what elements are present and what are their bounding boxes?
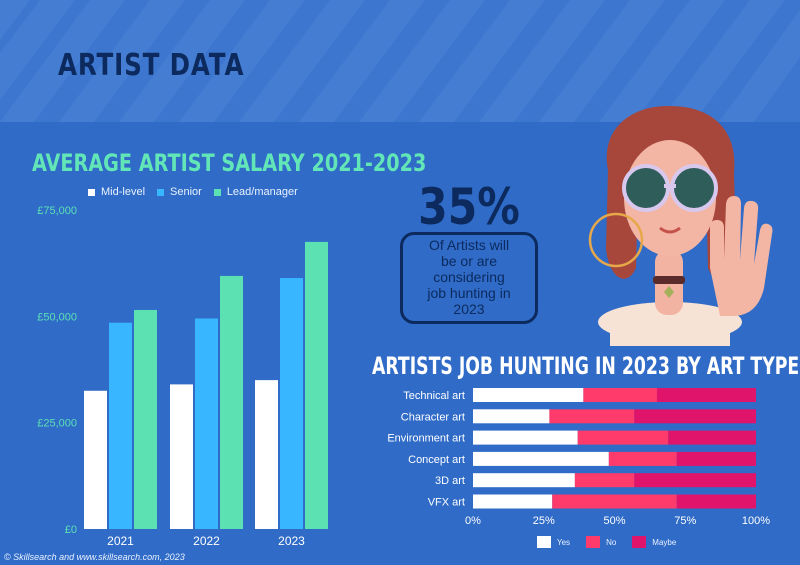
salary-bar-senior-2021 <box>109 322 132 529</box>
stack-segment-yes-concept-art <box>473 451 609 466</box>
legend-label-yes: Yes <box>557 537 571 547</box>
salary-chart-title: AVERAGE ARTIST SALARY 2021-2023 <box>32 149 427 177</box>
x-tick-label: 50% <box>603 515 625 527</box>
salary-bar-mid-level-2023 <box>255 380 278 529</box>
salary-bar-mid-level-2022 <box>170 384 193 529</box>
stack-segment-no-vfx-art <box>552 494 677 509</box>
legend-item-senior: Senior <box>157 186 202 198</box>
stat-value: 35% <box>418 178 520 236</box>
stack-segment-maybe-vfx-art <box>676 494 756 509</box>
portrait-shoulders <box>598 302 742 342</box>
y-tick-label: £50,000 <box>37 311 77 323</box>
job-hunting-stacked-bar-chart: Technical art Character art Environment ar… <box>387 388 770 527</box>
portrait-choker <box>653 276 685 284</box>
header-banner <box>0 0 800 122</box>
salary-bar-senior-2022 <box>195 318 218 529</box>
stack-segment-maybe-3d-art <box>634 473 756 488</box>
legend-label-mid-level: Mid-level <box>101 186 146 198</box>
salary-bar-lead-manager-2023 <box>305 241 328 529</box>
stack-segment-yes-environment-art <box>473 430 578 445</box>
salary-bar-mid-level-2021 <box>84 390 107 529</box>
category-label: VFX art <box>428 497 465 509</box>
x-tick-label: 25% <box>533 515 555 527</box>
stack-segment-maybe-character-art <box>634 409 756 424</box>
banner-stripes <box>0 0 800 122</box>
legend-label-senior: Senior <box>170 186 202 198</box>
portrait-right-lens <box>670 164 718 212</box>
y-tick-label: £25,000 <box>37 418 77 430</box>
stack-segment-no-3d-art <box>574 473 635 488</box>
x-tick-label: 2023 <box>278 534 305 548</box>
stack-segment-no-character-art <box>549 409 635 424</box>
legend-label-maybe: Maybe <box>652 537 677 547</box>
category-label: 3D art <box>435 475 465 487</box>
stack-segment-yes-vfx-art <box>473 494 553 509</box>
category-label: Environment art <box>387 433 465 445</box>
portrait-smile <box>659 226 681 234</box>
legend-swatch-yes <box>537 536 551 548</box>
stack-segment-no-technical-art <box>583 388 657 402</box>
legend-swatch-maybe <box>632 536 647 548</box>
salary-legend: Mid-level Senior Lead/manager <box>88 186 298 198</box>
legend-swatch-no <box>586 536 601 548</box>
category-label: Concept art <box>408 454 465 466</box>
salary-bar-lead-manager-2022 <box>220 275 243 529</box>
stack-segment-no-environment-art <box>577 430 669 445</box>
portrait-left-lens <box>622 164 670 212</box>
job-hunting-legend: Yes No Maybe <box>537 536 676 548</box>
x-tick-label: 2022 <box>193 534 220 548</box>
x-tick-label: 0% <box>465 515 481 527</box>
stat-callout: 35% Of Artists will be or are considerin… <box>400 180 538 324</box>
legend-label-no: No <box>606 537 617 547</box>
stat-line: 2023 <box>453 301 485 317</box>
salary-bar-chart: £0 £25,000 £50,000 £75,000 2021 2022 2023 <box>37 205 328 548</box>
x-tick-label: 75% <box>674 515 696 527</box>
category-label: Character art <box>401 411 465 423</box>
legend-item-lead-manager: Lead/manager <box>213 186 298 198</box>
stack-segment-yes-3d-art <box>473 473 575 488</box>
stat-line: considering <box>433 269 505 285</box>
legend-swatch-lead-manager <box>213 188 221 196</box>
page-title: ARTIST DATA <box>58 48 245 83</box>
stat-line: job hunting in <box>427 285 511 301</box>
portrait-earring <box>588 212 644 268</box>
portrait-raised-hand <box>710 196 773 316</box>
legend-item-no: No <box>586 536 616 548</box>
stat-box: Of Artists will be or are considering jo… <box>400 232 538 324</box>
portrait-fringe <box>622 127 720 162</box>
job-hunting-chart-title: ARTISTS JOB HUNTING IN 2023 BY ART TYPE <box>372 352 800 380</box>
category-label: Technical art <box>403 390 465 402</box>
stack-segment-maybe-environment-art <box>668 430 756 445</box>
stat-line: be or are <box>440 253 498 269</box>
x-tick-label: 2021 <box>107 534 134 548</box>
stack-segment-maybe-concept-art <box>676 451 756 466</box>
salary-bar-senior-2023 <box>280 278 303 529</box>
legend-item-maybe: Maybe <box>632 536 676 548</box>
stack-segment-maybe-technical-art <box>656 388 756 402</box>
y-tick-label: £0 <box>65 524 77 536</box>
stack-segment-yes-character-art <box>473 409 550 424</box>
legend-swatch-senior <box>157 188 165 196</box>
legend-item-mid-level: Mid-level <box>88 186 145 198</box>
portrait-hair <box>606 105 736 279</box>
stack-segment-no-concept-art <box>608 451 677 466</box>
portrait-pendant <box>664 286 674 298</box>
legend-item-yes: Yes <box>537 536 570 548</box>
source-credit: © Skillsearch and www.skillsearch.com, 2… <box>4 552 185 562</box>
y-tick-label: £75,000 <box>37 205 77 217</box>
x-tick-label: 100% <box>742 515 770 527</box>
woman-with-sunglasses-icon <box>588 105 773 346</box>
stat-line: Of Artists will <box>428 237 510 253</box>
stack-segment-yes-technical-art <box>473 388 584 402</box>
salary-bar-lead-manager-2021 <box>134 309 157 529</box>
legend-label-lead-manager: Lead/manager <box>226 186 298 198</box>
legend-swatch-mid-level <box>88 188 95 196</box>
portrait-glasses-bridge <box>664 184 676 188</box>
